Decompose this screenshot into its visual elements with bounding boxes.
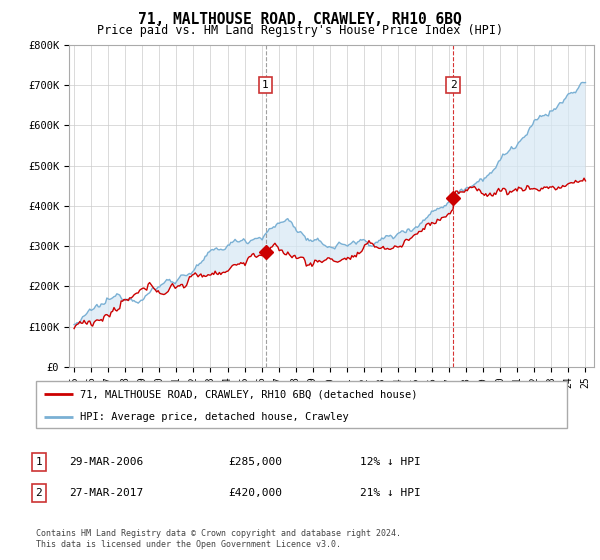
Text: 21% ↓ HPI: 21% ↓ HPI <box>360 488 421 498</box>
Text: 2: 2 <box>449 80 457 90</box>
FancyBboxPatch shape <box>36 381 567 428</box>
Text: 1: 1 <box>35 457 43 467</box>
Text: HPI: Average price, detached house, Crawley: HPI: Average price, detached house, Craw… <box>80 412 348 422</box>
Text: 71, MALTHOUSE ROAD, CRAWLEY, RH10 6BQ: 71, MALTHOUSE ROAD, CRAWLEY, RH10 6BQ <box>138 12 462 27</box>
Text: £420,000: £420,000 <box>228 488 282 498</box>
Text: 1: 1 <box>262 80 269 90</box>
Text: 71, MALTHOUSE ROAD, CRAWLEY, RH10 6BQ (detached house): 71, MALTHOUSE ROAD, CRAWLEY, RH10 6BQ (d… <box>80 389 417 399</box>
Text: Price paid vs. HM Land Registry's House Price Index (HPI): Price paid vs. HM Land Registry's House … <box>97 24 503 36</box>
Text: £285,000: £285,000 <box>228 457 282 467</box>
Text: 29-MAR-2006: 29-MAR-2006 <box>69 457 143 467</box>
Text: 2: 2 <box>35 488 43 498</box>
Text: 27-MAR-2017: 27-MAR-2017 <box>69 488 143 498</box>
Text: 12% ↓ HPI: 12% ↓ HPI <box>360 457 421 467</box>
Text: Contains HM Land Registry data © Crown copyright and database right 2024.
This d: Contains HM Land Registry data © Crown c… <box>36 529 401 549</box>
